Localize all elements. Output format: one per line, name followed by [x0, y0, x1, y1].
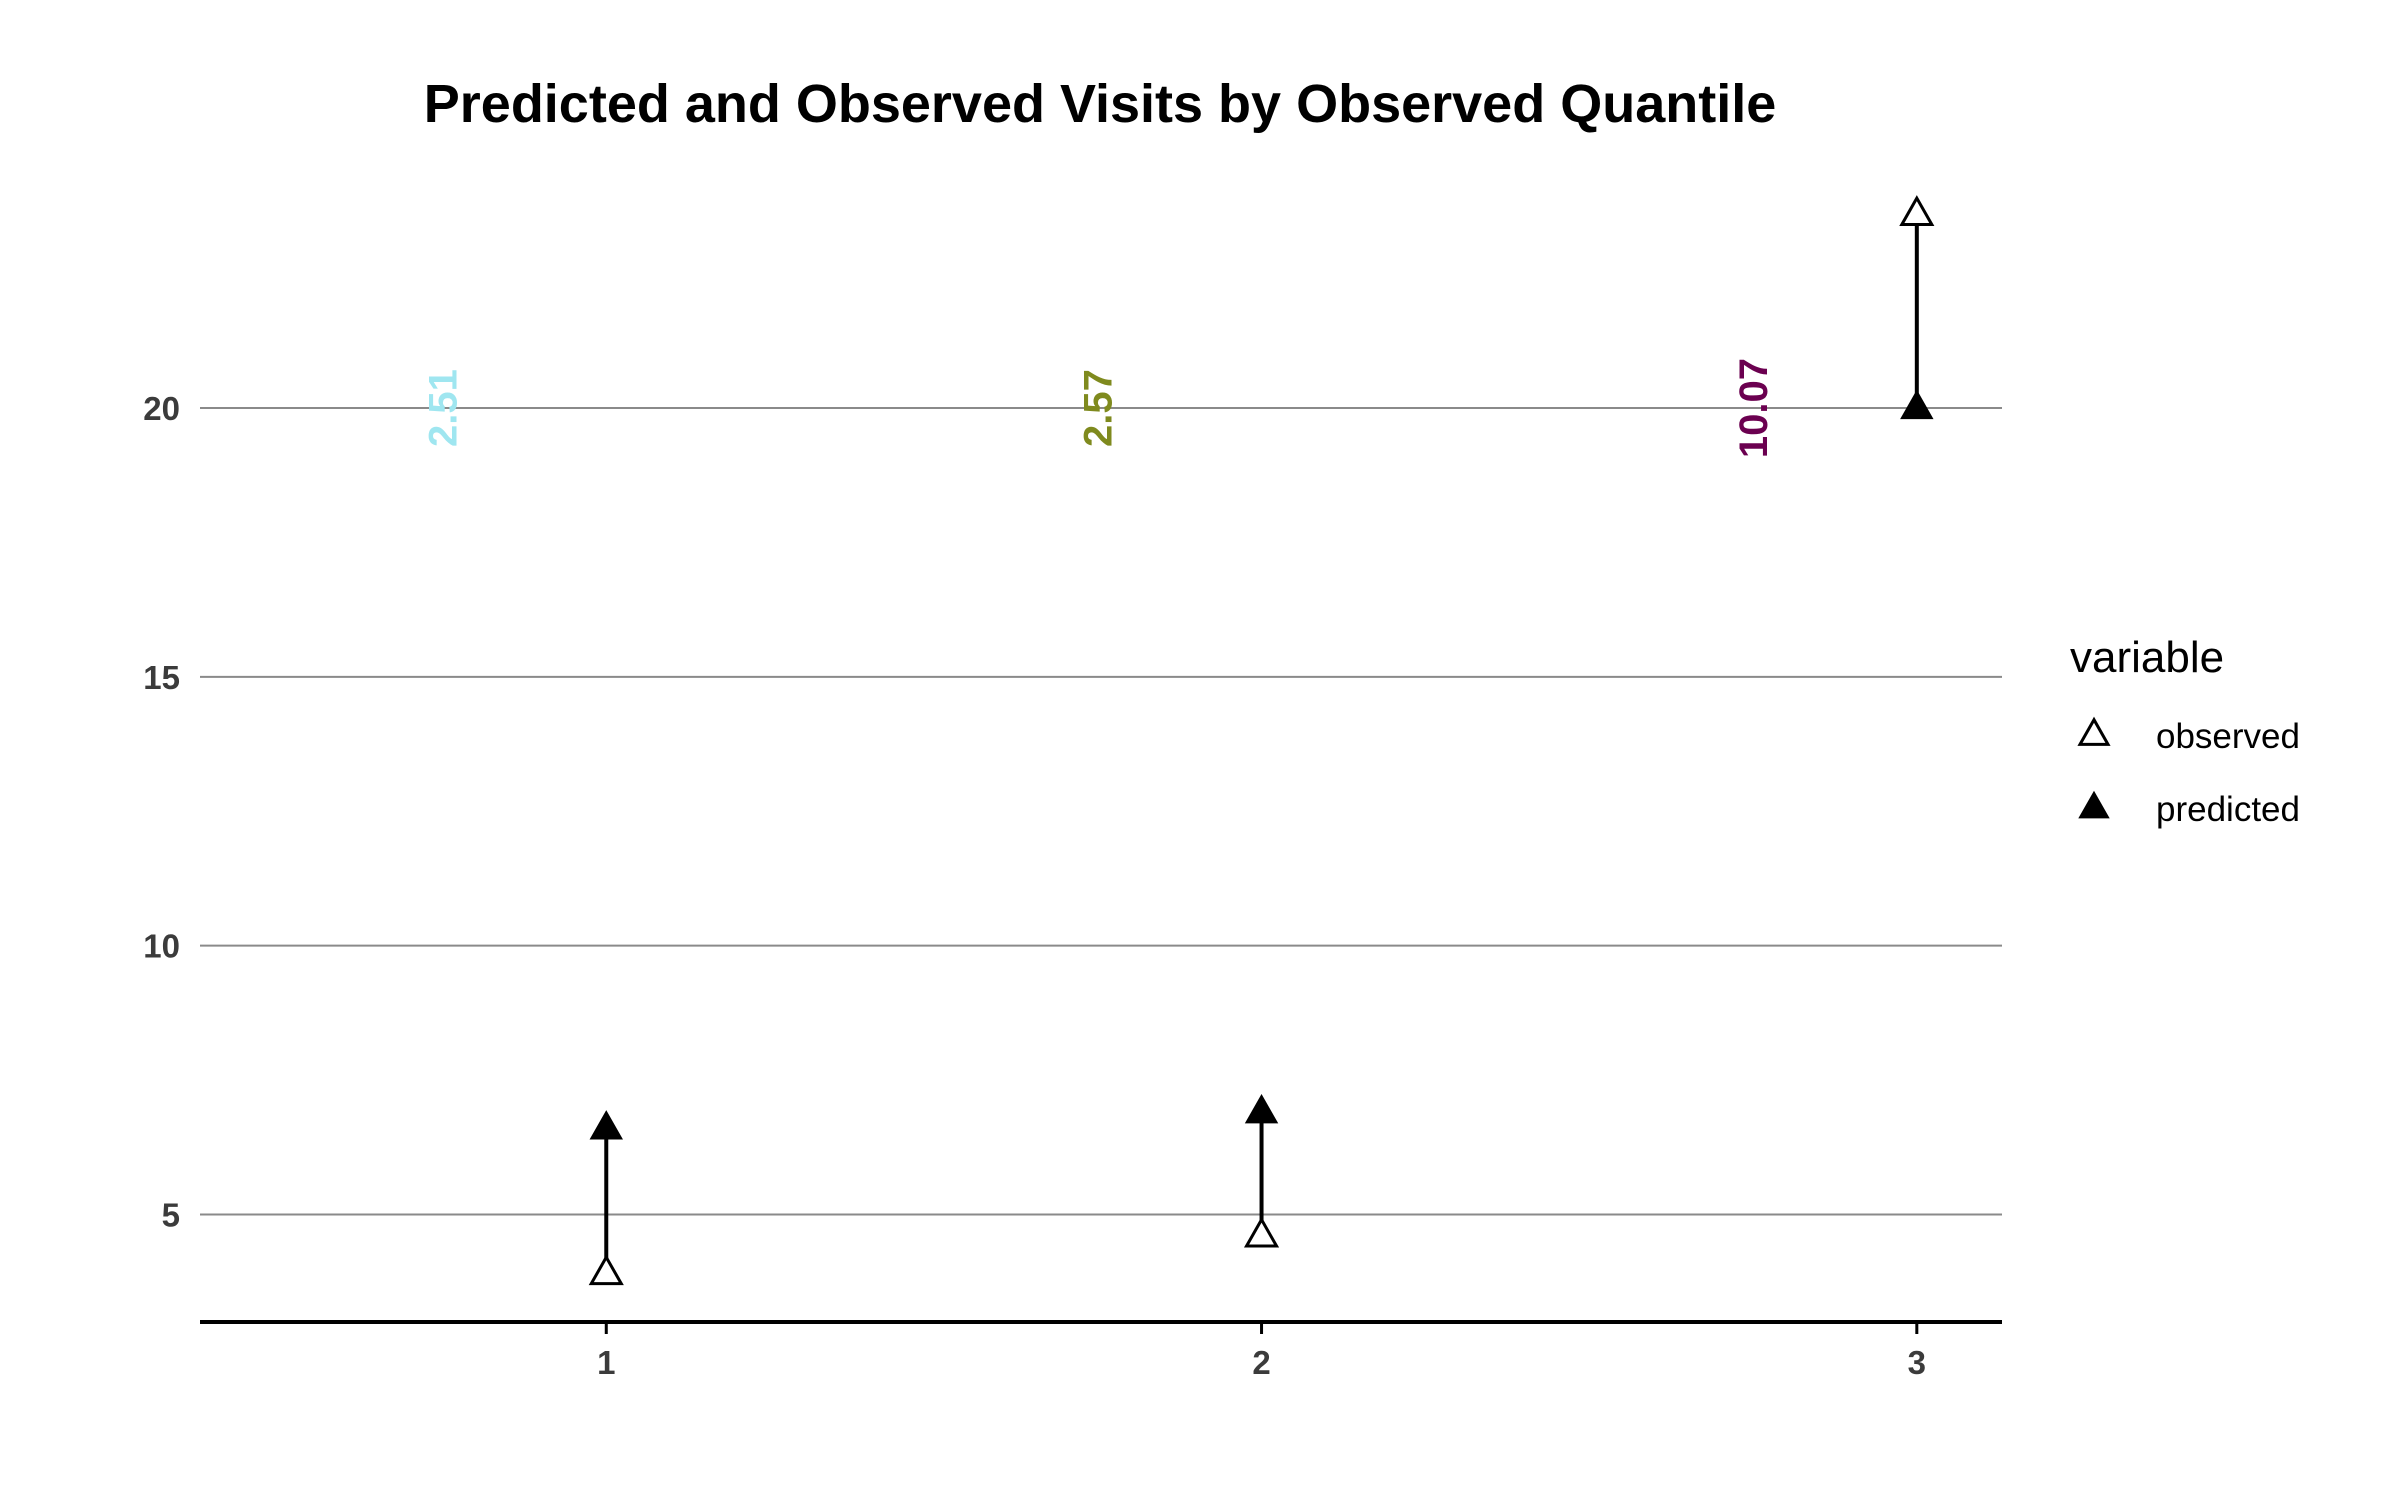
points: [588, 195, 1935, 1286]
annotation-label: 10.07: [1732, 358, 1776, 458]
observed-point: [1243, 1216, 1280, 1248]
x-axis-ticks: 1 2 3: [597, 1322, 1926, 1381]
legend: variable observed predicted: [2070, 633, 2300, 829]
y-tick-label: 5: [162, 1196, 180, 1233]
legend-marker-observed: [2077, 716, 2111, 746]
x-tick-label: 3: [1908, 1344, 1926, 1381]
y-axis-ticks: 5 10 15 20: [143, 390, 180, 1233]
x-tick-label: 1: [597, 1344, 615, 1381]
legend-label: predicted: [2156, 790, 2300, 829]
legend-title: variable: [2070, 633, 2224, 682]
observed-point: [588, 1254, 624, 1286]
y-tick-label: 10: [143, 928, 180, 965]
legend-label: observed: [2156, 717, 2300, 756]
predicted-point: [1244, 1093, 1279, 1124]
segments: [604, 214, 1919, 1274]
predicted-point: [589, 1110, 623, 1140]
predicted-point: [1900, 389, 1934, 420]
annotation-label: 2.51: [421, 369, 465, 447]
y-tick-label: 20: [143, 390, 180, 427]
x-tick-label: 2: [1252, 1344, 1270, 1381]
annotations: 2.51 2.57 10.07: [421, 358, 1776, 458]
chart-title: Predicted and Observed Visits by Observe…: [424, 74, 1776, 134]
y-tick-label: 15: [143, 659, 180, 696]
gridlines: [200, 407, 2002, 1216]
observed-point: [1899, 195, 1935, 227]
annotation-label: 2.57: [1077, 369, 1121, 447]
legend-marker-predicted: [2078, 790, 2110, 819]
